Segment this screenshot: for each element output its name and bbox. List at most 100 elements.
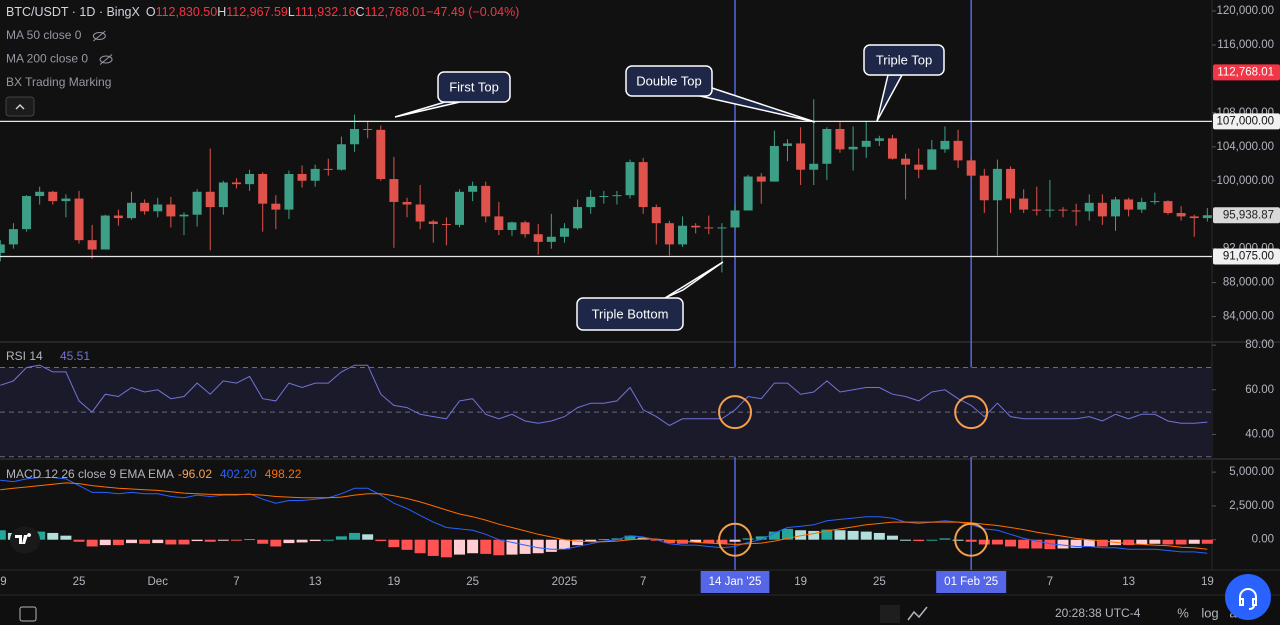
callout-label: Triple Bottom — [592, 306, 669, 321]
macd-histogram-bar — [690, 539, 702, 543]
x-tick-label: Dec — [148, 576, 169, 588]
macd-histogram-bar — [0, 530, 6, 540]
candle-body — [809, 163, 819, 170]
macd-histogram-bar — [952, 539, 964, 541]
macd-histogram-bar — [480, 539, 492, 554]
candle-body — [284, 173, 294, 210]
macd-histogram-bar — [34, 531, 46, 540]
y-tick-label: 116,000.00 — [1217, 39, 1274, 51]
candle-body — [1071, 210, 1081, 212]
macd-histogram-bar — [309, 539, 321, 542]
candle-body — [218, 182, 228, 208]
candle-body — [153, 204, 163, 212]
candle-body — [520, 222, 530, 235]
macd-histogram-bar — [283, 539, 295, 544]
candle-body — [166, 204, 176, 217]
candle-body — [481, 185, 491, 217]
candle-body — [1084, 202, 1094, 212]
macd-histogram-bar — [703, 539, 715, 544]
hidden-icon — [99, 55, 113, 64]
macd-histogram-bar — [1070, 539, 1082, 548]
candle-body — [586, 196, 596, 208]
candle-body — [1202, 215, 1212, 219]
candle-body — [507, 222, 517, 230]
macd-histogram-bar — [545, 539, 557, 552]
indicator-label: BX Trading Marking — [6, 75, 111, 89]
macd-histogram-bar — [1162, 539, 1174, 545]
collapse-icon — [15, 104, 25, 110]
candle-body — [336, 144, 346, 170]
macd-histogram-bar — [335, 536, 347, 540]
highlight-circle — [954, 522, 989, 557]
macd-histogram-bar — [230, 539, 242, 541]
candle-body — [415, 204, 425, 222]
macd-histogram-bar — [1149, 539, 1161, 544]
candle-body — [363, 128, 373, 130]
candle-body — [61, 198, 71, 202]
macd-line — [0, 482, 1208, 550]
grip-icon[interactable] — [880, 605, 900, 623]
candle-body — [48, 191, 58, 202]
macd-histogram-bar — [585, 539, 597, 542]
macd-histogram-bar — [808, 530, 820, 540]
candle-body — [874, 138, 884, 141]
macd-histogram-bar — [978, 539, 990, 545]
macd-histogram-bar — [1123, 539, 1135, 546]
scale-button[interactable]: log — [1201, 605, 1218, 620]
x-tick-label: 19 — [1201, 576, 1214, 588]
header: BTC/USDT · 1D · BingX O112,830.50H112,967… — [6, 5, 519, 19]
hidden-icon — [92, 32, 106, 40]
plot — [0, 99, 1213, 558]
candle-body — [468, 185, 478, 192]
change: −47.49 (−0.04%) — [426, 5, 519, 19]
x-tick-label: 19 — [388, 576, 401, 588]
rsi-legend-value: 45.51 — [60, 349, 90, 363]
candle-body — [245, 173, 255, 185]
macd-histogram-bar — [624, 535, 636, 540]
candle-body — [796, 143, 806, 170]
candle-body — [1097, 202, 1107, 217]
candle-body — [323, 168, 333, 170]
candle-body — [0, 244, 5, 253]
candle-body — [231, 182, 241, 185]
macd-histogram-bar — [257, 539, 269, 544]
support-button[interactable] — [1225, 574, 1271, 620]
candle-body — [861, 140, 871, 147]
macd-histogram-bar — [1201, 539, 1213, 544]
x-tick-highlight — [936, 571, 1007, 593]
candle-body — [612, 195, 622, 197]
price-tag-label: 91,075.00 — [1223, 251, 1274, 263]
candle-body — [87, 240, 97, 250]
candle-body — [664, 223, 674, 245]
callout-label: Double Top — [636, 73, 702, 88]
symbol: BTC/USDT · 1D · BingX — [6, 5, 140, 19]
macd-legend-value: 402.20 — [220, 467, 257, 481]
candle-body — [743, 176, 753, 211]
indicator-label: MA 50 close 0 — [6, 28, 82, 42]
y-tick-label: 104,000.00 — [1216, 141, 1274, 153]
ohlc-value: 111,932.16 — [295, 5, 356, 19]
macd-histogram-bar — [965, 539, 977, 542]
x-tick-label: 7 — [640, 576, 646, 588]
toolbar — [0, 595, 1280, 625]
candle-body — [310, 168, 320, 181]
price-tag-label: 107,000.00 — [1216, 115, 1274, 127]
candle-body — [297, 173, 307, 181]
candle-body — [22, 196, 32, 230]
macd-histogram-bar — [191, 539, 203, 542]
candle-body — [1045, 209, 1055, 211]
calendar-icon[interactable] — [19, 606, 37, 622]
candle-body — [914, 164, 924, 170]
y-tick-label: 40.00 — [1245, 428, 1274, 440]
candle-body — [546, 236, 556, 242]
candle-body — [389, 179, 399, 202]
candle-body — [192, 191, 202, 215]
candle-body — [1176, 213, 1186, 217]
ohlc-value: 112,967.59 — [226, 5, 288, 19]
candle-body — [350, 128, 360, 145]
candle-body — [1189, 216, 1199, 219]
scale-button[interactable]: % — [1177, 605, 1189, 620]
chart-icon[interactable] — [907, 606, 928, 621]
collapse-button[interactable] — [5, 96, 35, 117]
